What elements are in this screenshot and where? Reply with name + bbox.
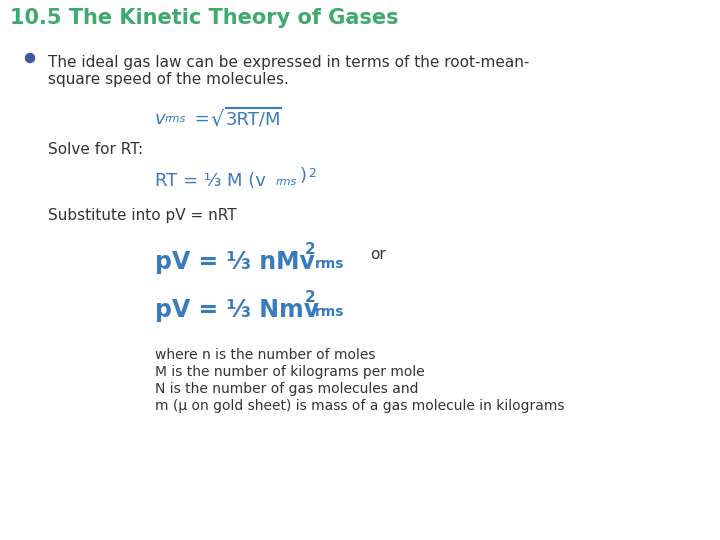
Text: ): ) bbox=[300, 167, 307, 185]
Text: square speed of the molecules.: square speed of the molecules. bbox=[48, 72, 289, 87]
Text: Substitute into pV = nRT: Substitute into pV = nRT bbox=[48, 208, 237, 223]
Text: pV = ⅓ nMv: pV = ⅓ nMv bbox=[155, 250, 315, 274]
Text: 2: 2 bbox=[305, 242, 316, 257]
Text: pV = ⅓ Nmv: pV = ⅓ Nmv bbox=[155, 298, 319, 322]
Text: N is the number of gas molecules and: N is the number of gas molecules and bbox=[155, 382, 418, 396]
Text: The ideal gas law can be expressed in terms of the root-mean-: The ideal gas law can be expressed in te… bbox=[48, 55, 529, 70]
Text: Solve for RT:: Solve for RT: bbox=[48, 142, 143, 157]
Text: √: √ bbox=[210, 110, 223, 130]
Text: RT = ⅓ M (v: RT = ⅓ M (v bbox=[155, 172, 266, 190]
Text: where n is the number of moles: where n is the number of moles bbox=[155, 348, 376, 362]
Text: 2: 2 bbox=[308, 167, 316, 180]
Text: rms: rms bbox=[165, 114, 186, 124]
Circle shape bbox=[25, 53, 35, 63]
Text: m (μ on gold sheet) is mass of a gas molecule in kilograms: m (μ on gold sheet) is mass of a gas mol… bbox=[155, 399, 564, 413]
Text: rms: rms bbox=[315, 305, 344, 319]
Text: 3RT/M: 3RT/M bbox=[226, 110, 282, 128]
Text: or: or bbox=[370, 247, 386, 262]
Text: 2: 2 bbox=[305, 290, 316, 305]
Text: rms: rms bbox=[315, 257, 344, 271]
Text: M is the number of kilograms per mole: M is the number of kilograms per mole bbox=[155, 365, 425, 379]
Text: v: v bbox=[155, 110, 166, 128]
Text: =: = bbox=[189, 110, 215, 128]
Text: 10.5 The Kinetic Theory of Gases: 10.5 The Kinetic Theory of Gases bbox=[10, 8, 399, 28]
Text: rms: rms bbox=[276, 177, 297, 187]
